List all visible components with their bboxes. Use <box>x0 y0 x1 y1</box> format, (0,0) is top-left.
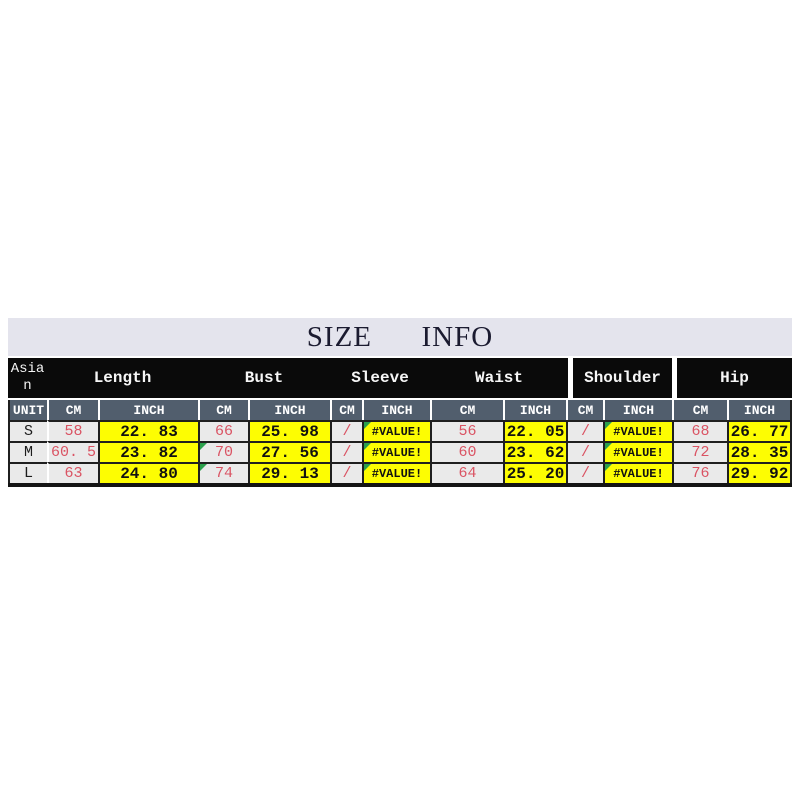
cell-waist-cm: 56 <box>430 420 503 441</box>
cell-length-cm: 58 <box>47 420 98 441</box>
cell-value: #VALUE! <box>613 466 664 481</box>
group-header-asian: Asian <box>8 358 47 398</box>
unit-header-cm-bust: CM <box>198 400 248 420</box>
table-bottom-border <box>8 483 792 487</box>
cell-sleeve-inch: #VALUE! <box>362 441 430 462</box>
cell-value: #VALUE! <box>371 445 423 460</box>
unit-header-inch-hip: INCH <box>727 400 792 420</box>
error-indicator-icon <box>605 464 612 471</box>
cell-size-label: L <box>8 462 47 483</box>
unit-header-cm-sleeve: CM <box>330 400 362 420</box>
unit-header-row: UNIT CM INCH CM INCH CM INCH CM INCH CM … <box>8 400 792 420</box>
cell-sleeve-cm: / <box>330 462 362 483</box>
cell-waist-inch: 22. 05 <box>503 420 566 441</box>
cell-waist-inch: 25. 20 <box>503 462 566 483</box>
cell-size-label: S <box>8 420 47 441</box>
group-header-row: Asian Length Bust Sleeve Waist Shoulder … <box>8 358 792 398</box>
unit-header-inch-length: INCH <box>98 400 198 420</box>
table-row-size-s: S 58 22. 83 66 25. 98 / #VALUE! 56 22. 0… <box>8 420 792 441</box>
cell-size-label: M <box>8 441 47 462</box>
cell-sleeve-cm: / <box>330 420 362 441</box>
cell-value: #VALUE! <box>613 445 664 460</box>
table-row-size-l: L 63 24. 80 74 29. 13 / #VALUE! 64 25. 2… <box>8 462 792 483</box>
cell-bust-cm: 74 <box>198 462 248 483</box>
cell-shoulder-inch: #VALUE! <box>603 420 672 441</box>
error-indicator-icon <box>605 443 612 450</box>
error-indicator-icon <box>605 422 612 429</box>
group-header-hip: Hip <box>677 358 792 398</box>
cell-shoulder-inch: #VALUE! <box>603 462 672 483</box>
cell-hip-inch: 28. 35 <box>727 441 792 462</box>
cell-sleeve-inch: #VALUE! <box>362 462 430 483</box>
cell-value: #VALUE! <box>371 466 423 481</box>
group-header-shoulder: Shoulder <box>573 358 672 398</box>
group-header-divider <box>568 358 573 398</box>
cell-value: #VALUE! <box>613 424 664 439</box>
unit-header-cm-hip: CM <box>672 400 727 420</box>
unit-header-inch-shoulder: INCH <box>603 400 672 420</box>
error-indicator-icon <box>200 443 207 450</box>
group-header-length: Length <box>47 358 198 398</box>
cell-shoulder-cm: / <box>566 462 603 483</box>
cell-hip-inch: 29. 92 <box>727 462 792 483</box>
error-indicator-icon <box>364 443 371 450</box>
cell-value: 70 <box>214 444 233 461</box>
unit-header-inch-waist: INCH <box>503 400 566 420</box>
size-chart-table: SIZE INFO Asian Length Bust Sleeve Waist… <box>8 318 792 487</box>
cell-hip-inch: 26. 77 <box>727 420 792 441</box>
cell-bust-cm: 66 <box>198 420 248 441</box>
cell-hip-cm: 68 <box>672 420 727 441</box>
cell-waist-cm: 60 <box>430 441 503 462</box>
cell-length-cm: 60. 5 <box>47 441 98 462</box>
cell-waist-cm: 64 <box>430 462 503 483</box>
cell-length-inch: 22. 83 <box>98 420 198 441</box>
cell-shoulder-cm: / <box>566 441 603 462</box>
cell-hip-cm: 76 <box>672 462 727 483</box>
unit-header-cm-waist: CM <box>430 400 503 420</box>
unit-header-inch-bust: INCH <box>248 400 330 420</box>
cell-bust-inch: 29. 13 <box>248 462 330 483</box>
cell-sleeve-cm: / <box>330 441 362 462</box>
cell-length-cm: 63 <box>47 462 98 483</box>
cell-value: #VALUE! <box>371 424 423 439</box>
cell-length-inch: 24. 80 <box>98 462 198 483</box>
table-row-size-m: M 60. 5 23. 82 70 27. 56 / #VALUE! 60 23… <box>8 441 792 462</box>
cell-value: 74 <box>214 465 233 482</box>
error-indicator-icon <box>200 464 207 471</box>
cell-bust-cm: 70 <box>198 441 248 462</box>
error-indicator-icon <box>364 422 371 429</box>
group-header-bust: Bust <box>198 358 330 398</box>
cell-hip-cm: 72 <box>672 441 727 462</box>
cell-bust-inch: 27. 56 <box>248 441 330 462</box>
error-indicator-icon <box>364 464 371 471</box>
cell-waist-inch: 23. 62 <box>503 441 566 462</box>
group-header-sleeve: Sleeve <box>330 358 430 398</box>
unit-header-inch-sleeve: INCH <box>362 400 430 420</box>
page-title: SIZE INFO <box>306 320 494 353</box>
group-header-divider <box>672 358 677 398</box>
cell-shoulder-cm: / <box>566 420 603 441</box>
cell-bust-inch: 25. 98 <box>248 420 330 441</box>
cell-sleeve-inch: #VALUE! <box>362 420 430 441</box>
unit-header-unit: UNIT <box>8 400 47 420</box>
cell-shoulder-inch: #VALUE! <box>603 441 672 462</box>
unit-header-cm-shoulder: CM <box>566 400 603 420</box>
cell-length-inch: 23. 82 <box>98 441 198 462</box>
group-header-waist: Waist <box>430 358 568 398</box>
unit-header-cm-length: CM <box>47 400 98 420</box>
title-band: SIZE INFO <box>8 318 792 356</box>
